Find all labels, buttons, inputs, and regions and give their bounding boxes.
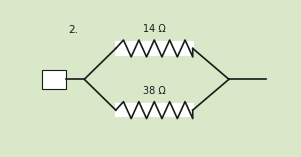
FancyBboxPatch shape [115, 103, 194, 117]
Text: 2.: 2. [68, 25, 78, 35]
Text: 38 Ω: 38 Ω [143, 86, 166, 96]
FancyBboxPatch shape [42, 70, 66, 89]
Text: 14 Ω: 14 Ω [143, 24, 166, 34]
FancyBboxPatch shape [115, 41, 194, 56]
